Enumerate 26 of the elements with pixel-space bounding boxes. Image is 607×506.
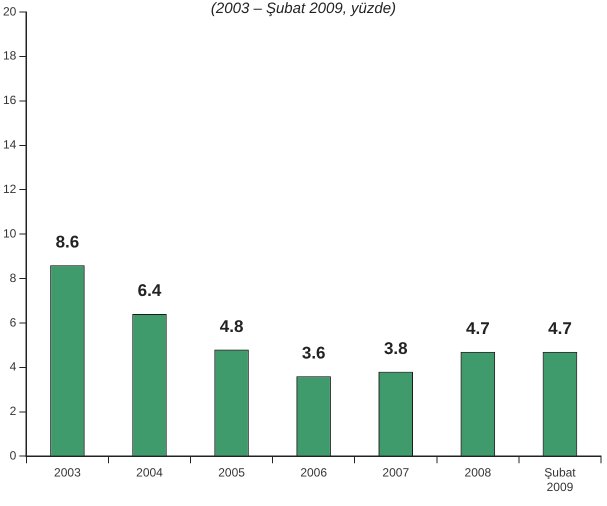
x-tick-label: 2007 (382, 466, 410, 480)
y-tick-label: 14 (2, 138, 17, 152)
data-label: 4.7 (548, 319, 572, 338)
data-label: 3.6 (302, 343, 326, 362)
data-label: 4.8 (220, 316, 244, 336)
y-tick-label: 4 (10, 360, 17, 374)
y-tick-label: 2 (10, 404, 17, 418)
x-tick-label: Şubat 2009 (544, 466, 576, 494)
x-tick-label: 2008 (464, 466, 492, 480)
data-label: 8.6 (56, 232, 80, 252)
x-tick-label: 2006 (300, 466, 328, 480)
data-label: 6.4 (138, 281, 162, 300)
y-tick-label: 6 (10, 315, 17, 330)
x-tick-label: 2005 (218, 466, 246, 480)
y-tick-label: 8 (10, 270, 17, 285)
y-tick-label: 16 (2, 93, 17, 108)
chart-subtitle: (2003 – Şubat 2009, yüzde) (210, 0, 396, 17)
data-label: 3.8 (384, 338, 408, 358)
y-tick-label: 12 (2, 182, 17, 196)
y-tick-label: 0 (10, 448, 17, 463)
x-tick-label: 2003 (54, 466, 82, 480)
data-label: 4.7 (466, 319, 490, 338)
x-tick-label: 2004 (136, 466, 164, 480)
y-tick-label: 10 (2, 226, 17, 240)
y-tick-label: 20 (2, 4, 17, 18)
y-tick-label: 18 (2, 48, 17, 63)
